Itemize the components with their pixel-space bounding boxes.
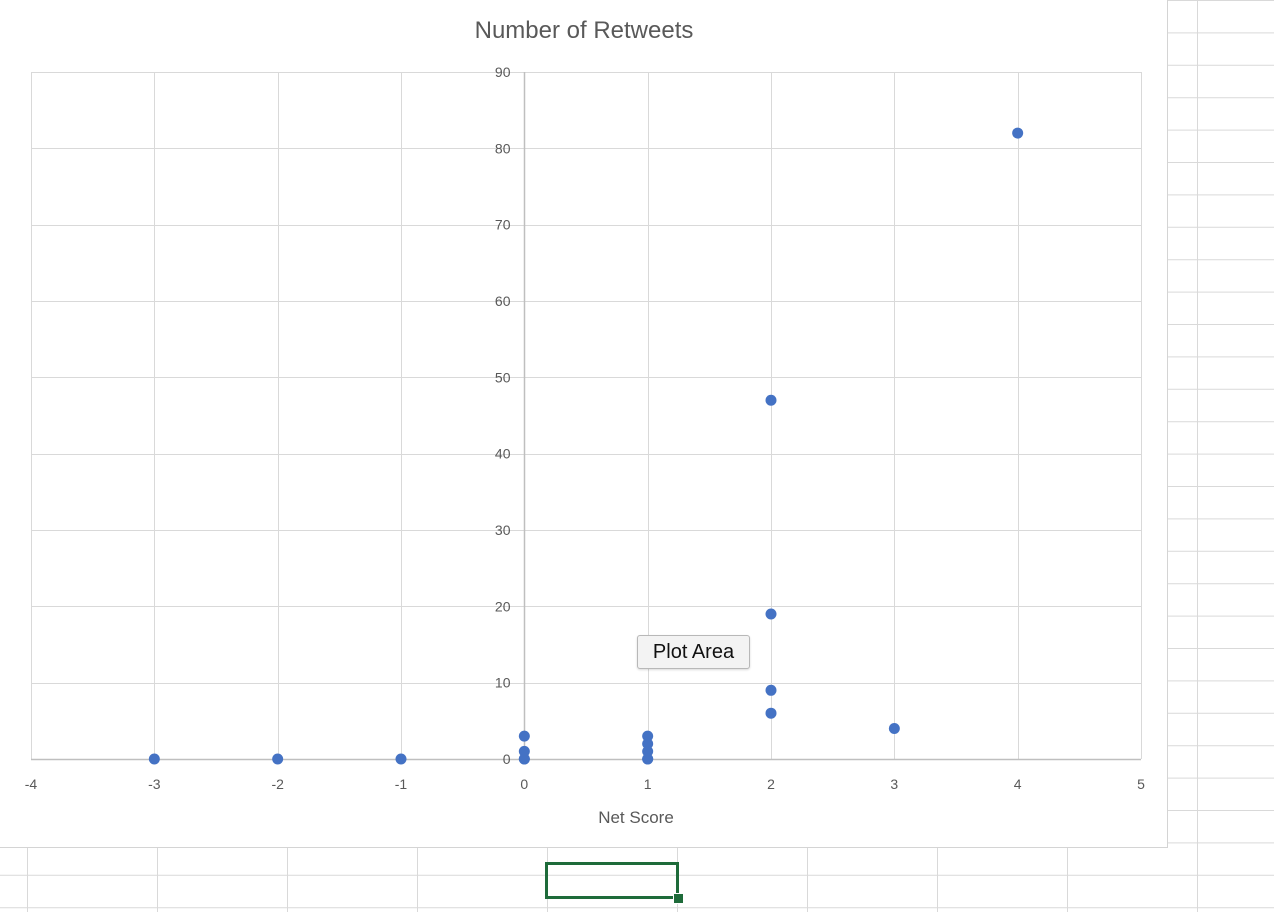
y-tick-label: 40 <box>495 446 511 462</box>
x-tick-label: 0 <box>520 776 528 792</box>
chart-object[interactable]: -4 -3 -2 -1 0 1 2 3 4 5 0 10 20 30 40 50 60 70 80 90 Number… <box>0 0 1168 848</box>
data-point[interactable] <box>148 753 160 765</box>
axes <box>31 72 1141 761</box>
data-point[interactable] <box>642 745 654 757</box>
x-tick-label: 4 <box>1014 776 1022 792</box>
gridlines <box>31 72 1142 760</box>
x-tick-label: -4 <box>25 776 38 792</box>
y-tick-label: 70 <box>495 217 511 233</box>
selected-cell[interactable] <box>545 862 679 899</box>
y-tick-label: 20 <box>495 598 511 614</box>
y-tick-label: 50 <box>495 369 511 385</box>
y-tick-label: 10 <box>495 675 511 691</box>
fill-handle[interactable] <box>673 893 684 904</box>
data-point[interactable] <box>518 753 530 765</box>
y-tick-label: 60 <box>495 293 511 309</box>
x-tick-label: -1 <box>395 776 408 792</box>
data-point[interactable] <box>765 608 777 620</box>
data-point[interactable] <box>272 753 284 765</box>
data-point[interactable] <box>765 394 777 406</box>
plot-area-tooltip: Plot Area <box>637 635 750 669</box>
data-point[interactable] <box>642 738 654 750</box>
data-point[interactable] <box>1012 127 1024 139</box>
x-tick-label: 1 <box>644 776 652 792</box>
data-point[interactable] <box>395 753 407 765</box>
x-tick-label: 3 <box>890 776 898 792</box>
data-point[interactable] <box>765 684 777 696</box>
data-point[interactable] <box>888 722 900 734</box>
y-tick-label: 90 <box>495 64 511 80</box>
data-point[interactable] <box>518 745 530 757</box>
y-tick-label: 80 <box>495 140 511 156</box>
x-tick-label: 5 <box>1137 776 1145 792</box>
y-tick-label: 30 <box>495 522 511 538</box>
data-points[interactable] <box>148 127 1024 765</box>
x-tick-label: 2 <box>767 776 775 792</box>
x-axis-title[interactable]: Net Score <box>598 808 674 827</box>
data-point[interactable] <box>642 730 654 742</box>
y-tick-label: 0 <box>503 751 511 767</box>
data-point[interactable] <box>642 753 654 765</box>
x-tick-label: -2 <box>271 776 284 792</box>
x-tick-label: -3 <box>148 776 161 792</box>
data-point[interactable] <box>518 730 530 742</box>
data-point[interactable] <box>765 707 777 719</box>
chart-title[interactable]: Number of Retweets <box>475 17 694 44</box>
